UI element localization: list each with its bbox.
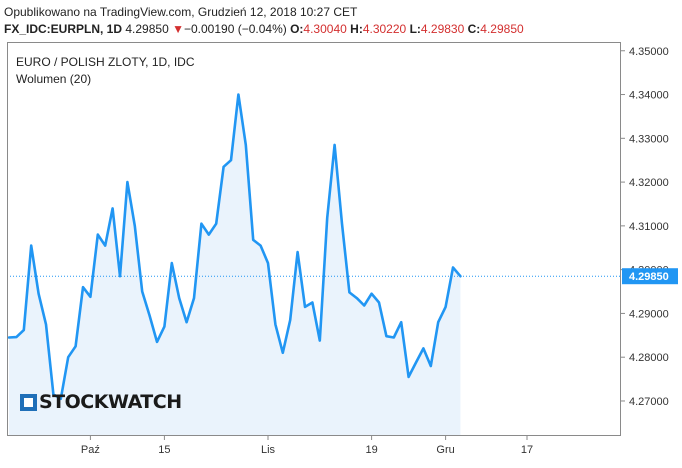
low-value: 4.29830: [420, 22, 465, 36]
y-tick-label: 4.32000: [629, 177, 669, 189]
y-tick-label: 4.28000: [629, 352, 669, 364]
x-tick-label: Lis: [261, 444, 276, 456]
stockwatch-logo: STOCKWATCH: [20, 391, 182, 413]
y-tick-label: 4.27000: [629, 396, 669, 408]
chart-frame: [7, 42, 621, 436]
volume-indicator-label[interactable]: Wolumen (20): [16, 72, 92, 86]
price-area-fill: [9, 94, 461, 436]
stockwatch-logo-text: STOCKWATCH: [39, 391, 182, 413]
ticker-line: FX_IDC:EURPLN, 1D 4.29850 ▼−0.00190 (−0.…: [4, 21, 678, 37]
x-tick-label: 19: [365, 444, 377, 456]
stockwatch-logo-icon: [20, 393, 37, 411]
low-label: L:: [409, 22, 421, 36]
x-tick-label: 15: [158, 444, 170, 456]
chart-header: Opublikowano na TradingView.com, Grudzie…: [4, 4, 678, 37]
last-price: 4.29850: [125, 22, 169, 36]
price-change: −0.00190 (−0.04%): [183, 22, 287, 36]
last-price-badge: [622, 268, 678, 285]
chart-title: EURO / POLISH ZLOTY, 1D, IDC: [16, 55, 195, 69]
symbol-label: FX_IDC:EURPLN, 1D: [4, 22, 123, 36]
down-arrow-icon: ▼: [172, 22, 184, 36]
high-value: 4.30220: [362, 22, 407, 36]
last-price-badge-label: 4.29850: [629, 271, 669, 283]
y-tick-label: 4.34000: [629, 90, 669, 102]
x-tick-label: Gru: [436, 444, 454, 456]
open-label: O:: [290, 22, 304, 36]
open-value: 4.30040: [303, 22, 347, 36]
close-label: C:: [467, 22, 481, 36]
published-note: Opublikowano na TradingView.com, Grudzie…: [4, 5, 358, 19]
chart-legend: EURO / POLISH ZLOTY, 1D, IDC Wolumen (20…: [16, 54, 195, 88]
price-line[interactable]: [7, 93, 462, 401]
y-tick-label: 4.33000: [629, 133, 669, 145]
close-value: 4.29850: [480, 22, 524, 36]
high-label: H:: [350, 22, 363, 36]
x-tick-label: 17: [521, 444, 533, 456]
y-tick-label: 4.31000: [629, 221, 669, 233]
y-tick-label: 4.35000: [629, 46, 669, 58]
x-tick-label: Paź: [81, 444, 100, 456]
y-tick-label: 4.29000: [629, 308, 669, 320]
